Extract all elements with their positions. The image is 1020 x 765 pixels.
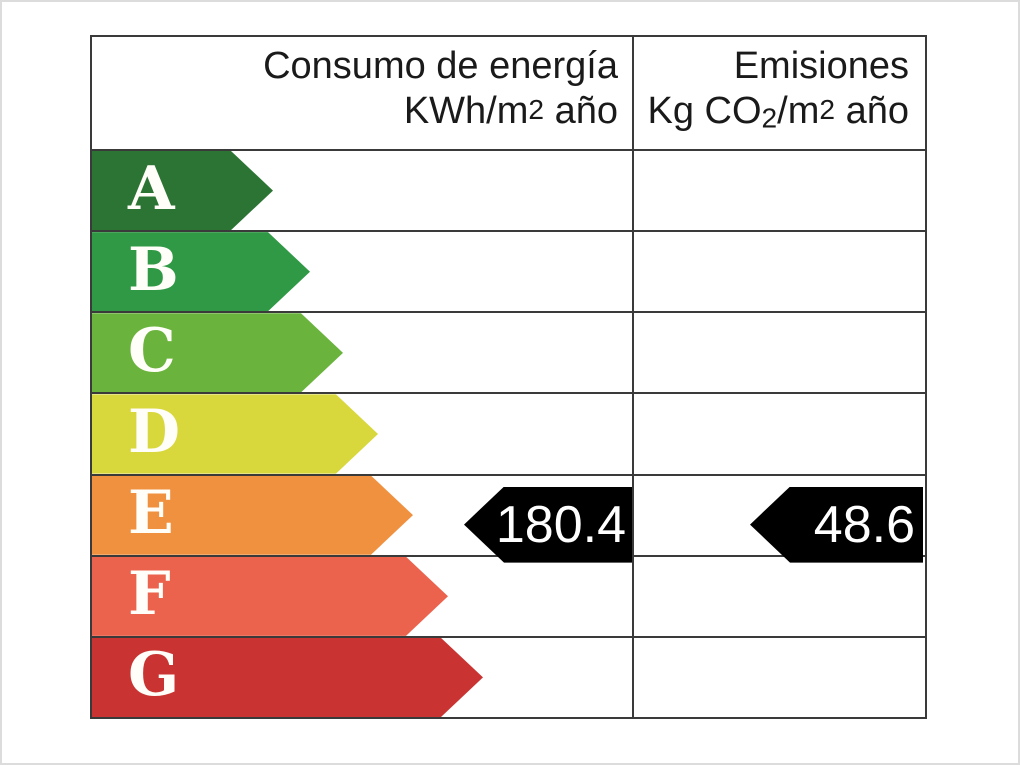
rating-arrow-e: E [92,476,413,555]
energy-rating-table: Consumo de energía KWh/m2 año Emisiones … [90,35,927,719]
header-emissions: Emisiones Kg CO2/m2 año [632,37,925,149]
rating-letter-g: G [128,640,180,711]
rating-row-g: G [92,638,925,717]
rating-arrow-g: G [92,638,483,717]
rating-letter-d: D [128,396,181,467]
rating-letter-e: E [128,478,174,549]
squared-sup: 2 [528,93,545,125]
rating-row-f: F [92,557,925,638]
header-consumption-line2: KWh/m2 año [403,89,618,132]
header-emissions-line1: Emisiones [733,45,909,87]
rating-row-c: C [92,313,925,395]
rating-row-e: E 180.4 48.6 [92,476,925,563]
rating-arrow-f: F [92,557,448,636]
column-divider [632,37,634,717]
rating-row-d: D [92,394,925,476]
header-consumption-line1: Consumo de energía [263,45,618,87]
rating-letter-f: F [128,559,171,630]
rating-row-b: B [92,232,925,314]
header-emissions-line2: Kg CO2/m2 año [647,89,909,134]
table-header: Consumo de energía KWh/m2 año Emisiones … [92,37,925,151]
header-consumption: Consumo de energía KWh/m2 año [92,37,632,149]
emissions-value: 48.6 [813,495,915,554]
rating-row-a: A [92,151,925,233]
rating-arrow-b: B [92,232,310,311]
rating-arrow-a: A [92,151,273,230]
rating-arrow-d: D [92,394,378,473]
rating-letter-a: A [128,153,175,224]
consumption-value-arrow: 180.4 [464,486,632,563]
consumption-value: 180.4 [495,495,626,554]
rating-arrow-c: C [92,313,343,392]
rating-letter-c: C [128,315,176,386]
rating-letter-b: B [128,234,179,305]
emissions-value-arrow: 48.6 [750,486,923,563]
co2-sub: 2 [761,102,778,134]
squared-sup: 2 [819,93,836,125]
